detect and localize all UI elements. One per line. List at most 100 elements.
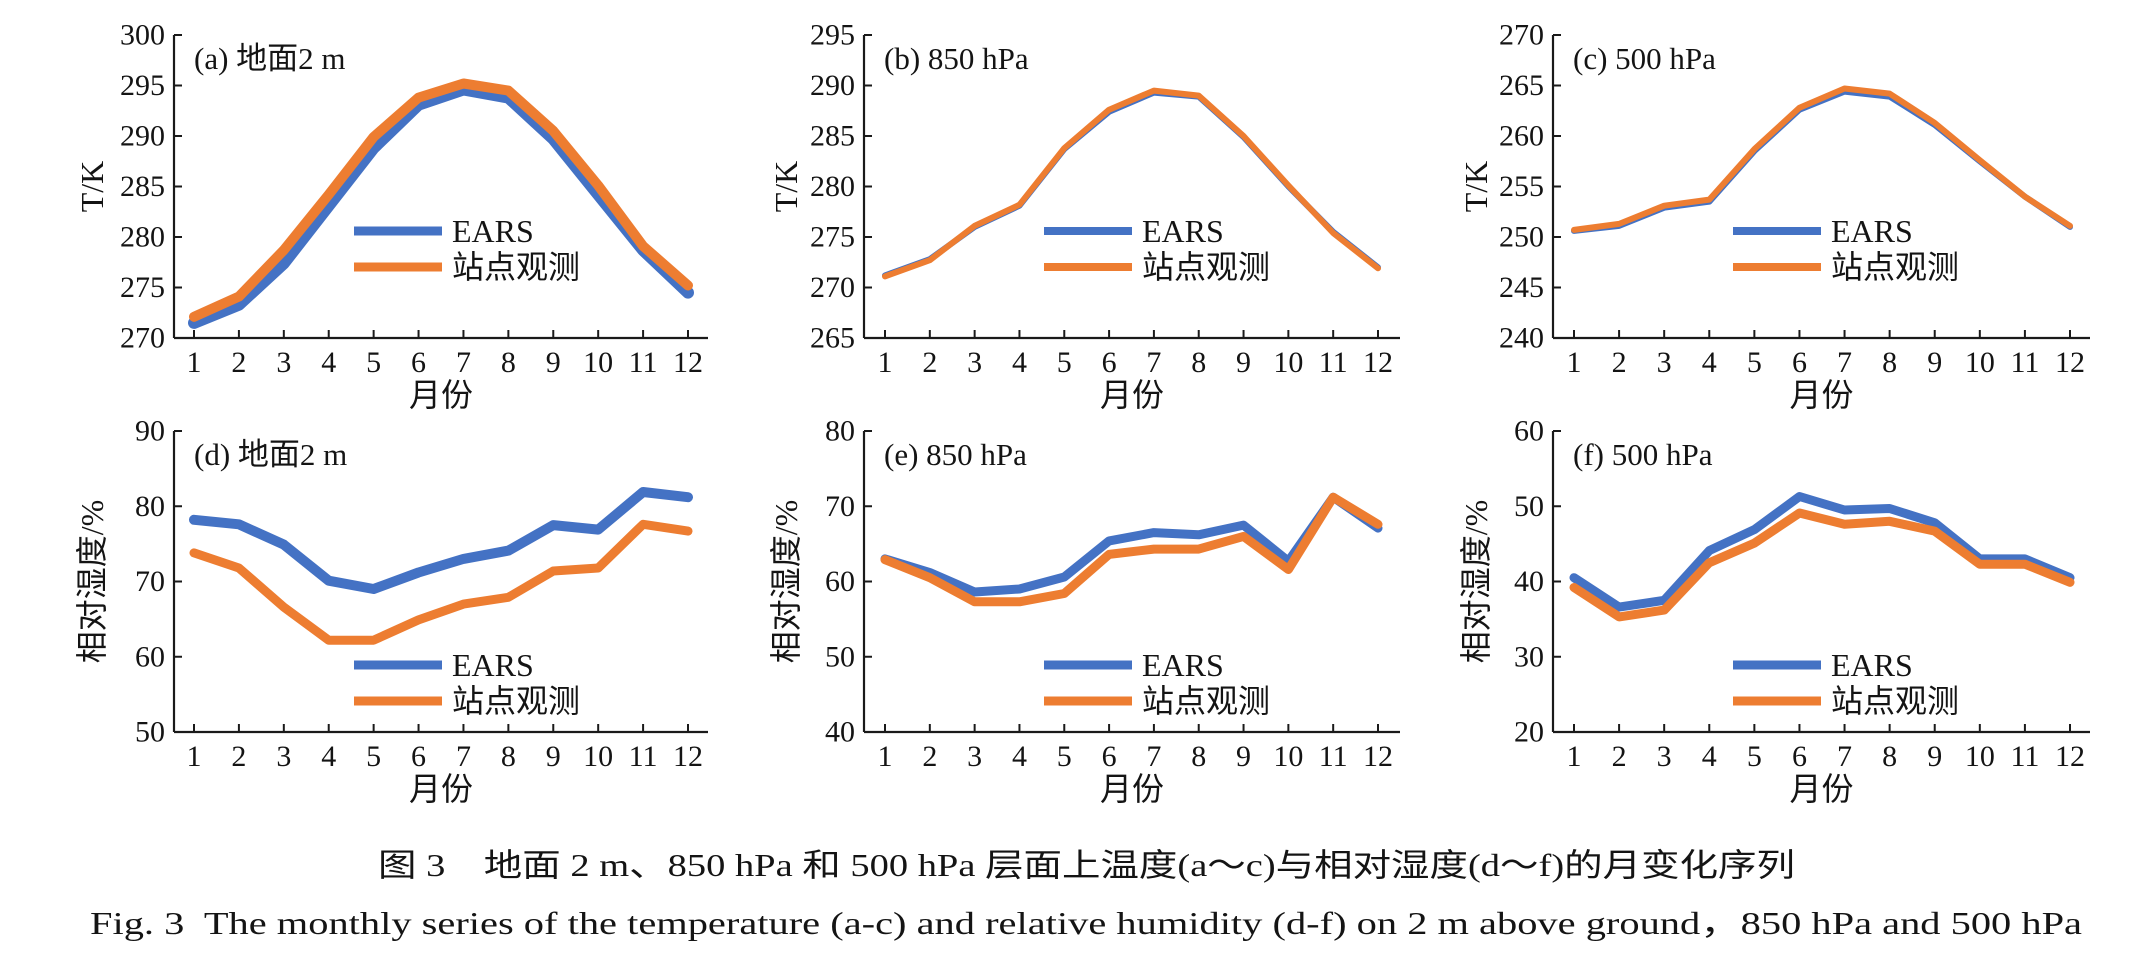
x-tick-label: 1 bbox=[1567, 346, 1582, 379]
series-line-station bbox=[880, 492, 1383, 607]
figure-caption-en: Fig. 3 The monthly series of the tempera… bbox=[90, 905, 2082, 941]
legend-label-station: 站点观测 bbox=[452, 249, 580, 285]
x-tick-label: 2 bbox=[231, 740, 246, 773]
x-tick-label: 5 bbox=[1057, 740, 1072, 773]
x-axis-label: 月份 bbox=[409, 377, 473, 413]
y-tick-label: 70 bbox=[135, 565, 165, 598]
x-tick-label: 10 bbox=[583, 740, 613, 773]
x-tick-label: 1 bbox=[187, 346, 202, 379]
y-tick-label: 50 bbox=[825, 640, 855, 673]
y-tick-label: 300 bbox=[120, 19, 165, 52]
x-tick-label: 3 bbox=[276, 740, 291, 773]
x-tick-label: 10 bbox=[1273, 346, 1303, 379]
y-axis-label: T/K bbox=[74, 161, 110, 213]
x-tick-label: 2 bbox=[1612, 346, 1627, 379]
y-tick-label: 60 bbox=[1514, 415, 1544, 448]
x-tick-label: 11 bbox=[1319, 740, 1348, 773]
y-tick-label: 245 bbox=[1499, 271, 1544, 304]
x-tick-label: 12 bbox=[673, 740, 703, 773]
x-tick-label: 6 bbox=[1792, 740, 1807, 773]
series-line-ears bbox=[189, 487, 693, 594]
x-tick-label: 7 bbox=[456, 740, 471, 773]
x-tick-label: 11 bbox=[629, 740, 658, 773]
y-axis-label: T/K bbox=[1458, 161, 1494, 213]
y-tick-label: 40 bbox=[825, 716, 855, 749]
x-tick-label: 4 bbox=[321, 346, 336, 379]
y-tick-label: 275 bbox=[120, 271, 165, 304]
legend-label-station: 站点观测 bbox=[452, 683, 580, 719]
x-tick-label: 8 bbox=[1882, 740, 1897, 773]
x-axis-label: 月份 bbox=[1789, 377, 1853, 413]
series-line-station bbox=[189, 519, 693, 645]
y-axis-label: 相对湿度/% bbox=[768, 500, 804, 664]
x-tick-label: 5 bbox=[366, 346, 381, 379]
x-tick-label: 1 bbox=[1567, 740, 1582, 773]
x-tick-label: 10 bbox=[1965, 346, 1995, 379]
y-tick-label: 30 bbox=[1514, 640, 1544, 673]
panel-title: (e) 850 hPa bbox=[884, 437, 1027, 472]
panel-title: (c) 500 hPa bbox=[1573, 41, 1716, 76]
x-tick-label: 10 bbox=[583, 346, 613, 379]
x-tick-label: 10 bbox=[1273, 740, 1303, 773]
panel-title: (b) 850 hPa bbox=[884, 41, 1029, 76]
x-tick-label: 8 bbox=[501, 346, 516, 379]
x-tick-label: 4 bbox=[321, 740, 336, 773]
x-tick-label: 4 bbox=[1012, 346, 1027, 379]
x-tick-label: 2 bbox=[922, 346, 937, 379]
x-tick-label: 9 bbox=[1236, 740, 1251, 773]
x-tick-label: 4 bbox=[1012, 740, 1027, 773]
x-tick-label: 8 bbox=[1882, 346, 1897, 379]
x-tick-label: 2 bbox=[231, 346, 246, 379]
x-tick-label: 8 bbox=[1191, 740, 1206, 773]
y-tick-label: 80 bbox=[825, 415, 855, 448]
y-tick-label: 280 bbox=[810, 170, 855, 203]
x-tick-label: 7 bbox=[1837, 346, 1852, 379]
legend-label-ears: EARS bbox=[1142, 647, 1224, 683]
y-tick-label: 270 bbox=[810, 271, 855, 304]
series-line-station bbox=[882, 87, 1381, 280]
y-tick-label: 60 bbox=[825, 565, 855, 598]
series-line-ears bbox=[882, 89, 1381, 279]
figure-caption-zh: 图 3 地面 2 m、850 hPa 和 500 hPa 层面上温度(a～c)与… bbox=[378, 847, 1795, 883]
y-tick-label: 285 bbox=[120, 170, 165, 203]
y-tick-label: 275 bbox=[810, 221, 855, 254]
y-tick-label: 270 bbox=[120, 322, 165, 355]
y-tick-label: 250 bbox=[1499, 221, 1544, 254]
y-tick-label: 80 bbox=[135, 490, 165, 523]
y-tick-label: 40 bbox=[1514, 565, 1544, 598]
x-tick-label: 6 bbox=[1792, 346, 1807, 379]
y-axis-label: 相对湿度/% bbox=[1458, 500, 1494, 664]
x-tick-label: 3 bbox=[276, 346, 291, 379]
x-tick-label: 12 bbox=[2055, 740, 2085, 773]
y-tick-label: 265 bbox=[810, 322, 855, 355]
y-tick-label: 60 bbox=[135, 640, 165, 673]
y-tick-label: 290 bbox=[810, 69, 855, 102]
legend-label-station: 站点观测 bbox=[1831, 249, 1959, 285]
x-tick-label: 10 bbox=[1965, 740, 1995, 773]
y-tick-label: 50 bbox=[135, 716, 165, 749]
x-tick-label: 2 bbox=[922, 740, 937, 773]
x-tick-label: 7 bbox=[456, 346, 471, 379]
y-tick-label: 270 bbox=[1499, 19, 1544, 52]
x-tick-label: 9 bbox=[1236, 346, 1251, 379]
legend-label-ears: EARS bbox=[1142, 213, 1224, 249]
x-tick-label: 5 bbox=[1747, 740, 1762, 773]
x-tick-label: 9 bbox=[546, 740, 561, 773]
y-tick-label: 260 bbox=[1499, 120, 1544, 153]
panel-title: (f) 500 hPa bbox=[1573, 437, 1713, 472]
x-tick-label: 3 bbox=[967, 346, 982, 379]
x-axis-label: 月份 bbox=[409, 771, 473, 807]
legend-label-ears: EARS bbox=[452, 647, 534, 683]
x-tick-label: 12 bbox=[1363, 740, 1393, 773]
